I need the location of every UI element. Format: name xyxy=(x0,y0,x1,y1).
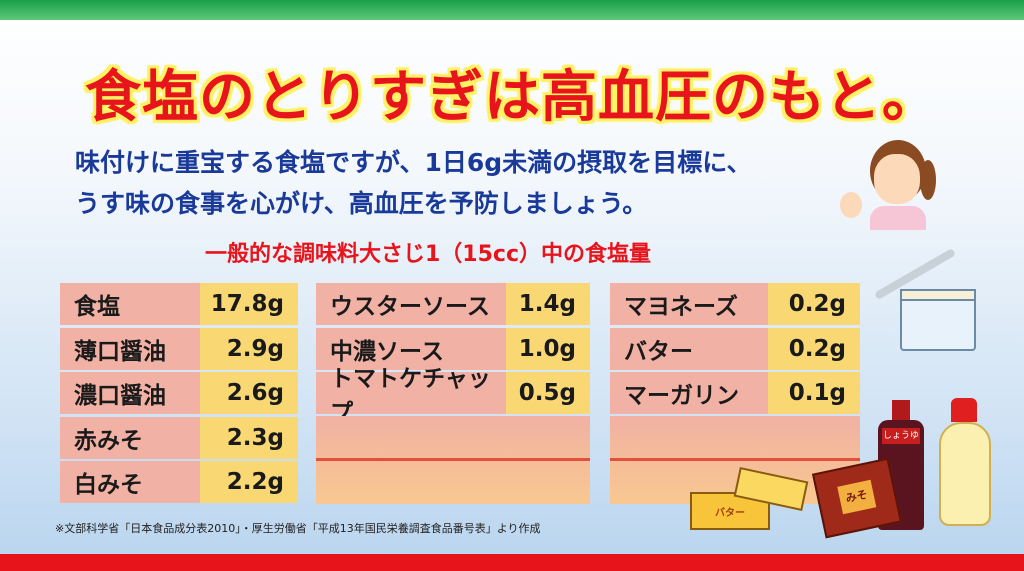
row-value: 1.4g xyxy=(506,283,590,325)
row-value: 2.2g xyxy=(200,461,298,503)
row-value: 2.9g xyxy=(200,327,298,370)
table-heading: 一般的な調味料大さじ1（15cc）中の食塩量 xyxy=(205,242,652,267)
row-value: 0.5g xyxy=(506,372,590,414)
soy-sauce-label: しょうゆ xyxy=(882,428,920,444)
miso-label: みそ xyxy=(837,479,877,515)
footnote: ※文部科学省「日本食品成分表2010」・厚生労働省「平成13年国民栄養調査食品番… xyxy=(55,522,541,535)
top-green-bar xyxy=(0,0,1024,20)
row-name: 赤みそ xyxy=(60,416,200,459)
salt-container-illustration xyxy=(870,248,1000,355)
row-name: バター xyxy=(610,327,768,370)
row-value: 0.1g xyxy=(768,372,860,414)
page-title: 食塩のとりすぎは高血圧のもと。 xyxy=(85,65,939,130)
row-name: マーガリン xyxy=(610,372,768,414)
row-value: 2.3g xyxy=(200,416,298,459)
row-value: 1.0g xyxy=(506,327,590,370)
row-name: 濃口醤油 xyxy=(60,372,200,414)
row-value: 17.8g xyxy=(200,283,298,325)
row-value: 0.2g xyxy=(768,327,860,370)
butter-illustration: バター xyxy=(690,467,810,532)
divider xyxy=(316,458,590,461)
row-name: 薄口醤油 xyxy=(60,327,200,370)
row-name: 中濃ソース xyxy=(316,327,506,370)
row-name: 白みそ xyxy=(60,461,200,503)
row-name: マヨネーズ xyxy=(610,283,768,325)
bottom-red-bar xyxy=(0,554,1024,571)
divider xyxy=(610,458,860,461)
mayonnaise-bottle-illustration xyxy=(935,398,995,528)
subtitle-line-2: うす味の食事を心がけ、高血圧を予防しましょう。 xyxy=(75,189,648,218)
row-value: 2.6g xyxy=(200,372,298,414)
row-name: ウスターソース xyxy=(316,283,506,325)
row-name: トマトケチャップ xyxy=(316,366,506,426)
subtitle-line-1: 味付けに重宝する食塩ですが、1日6g未満の摂取を目標に、 xyxy=(75,148,752,177)
row-name: 食塩 xyxy=(60,283,200,325)
girl-illustration xyxy=(840,140,950,230)
row-value: 0.2g xyxy=(768,283,860,325)
